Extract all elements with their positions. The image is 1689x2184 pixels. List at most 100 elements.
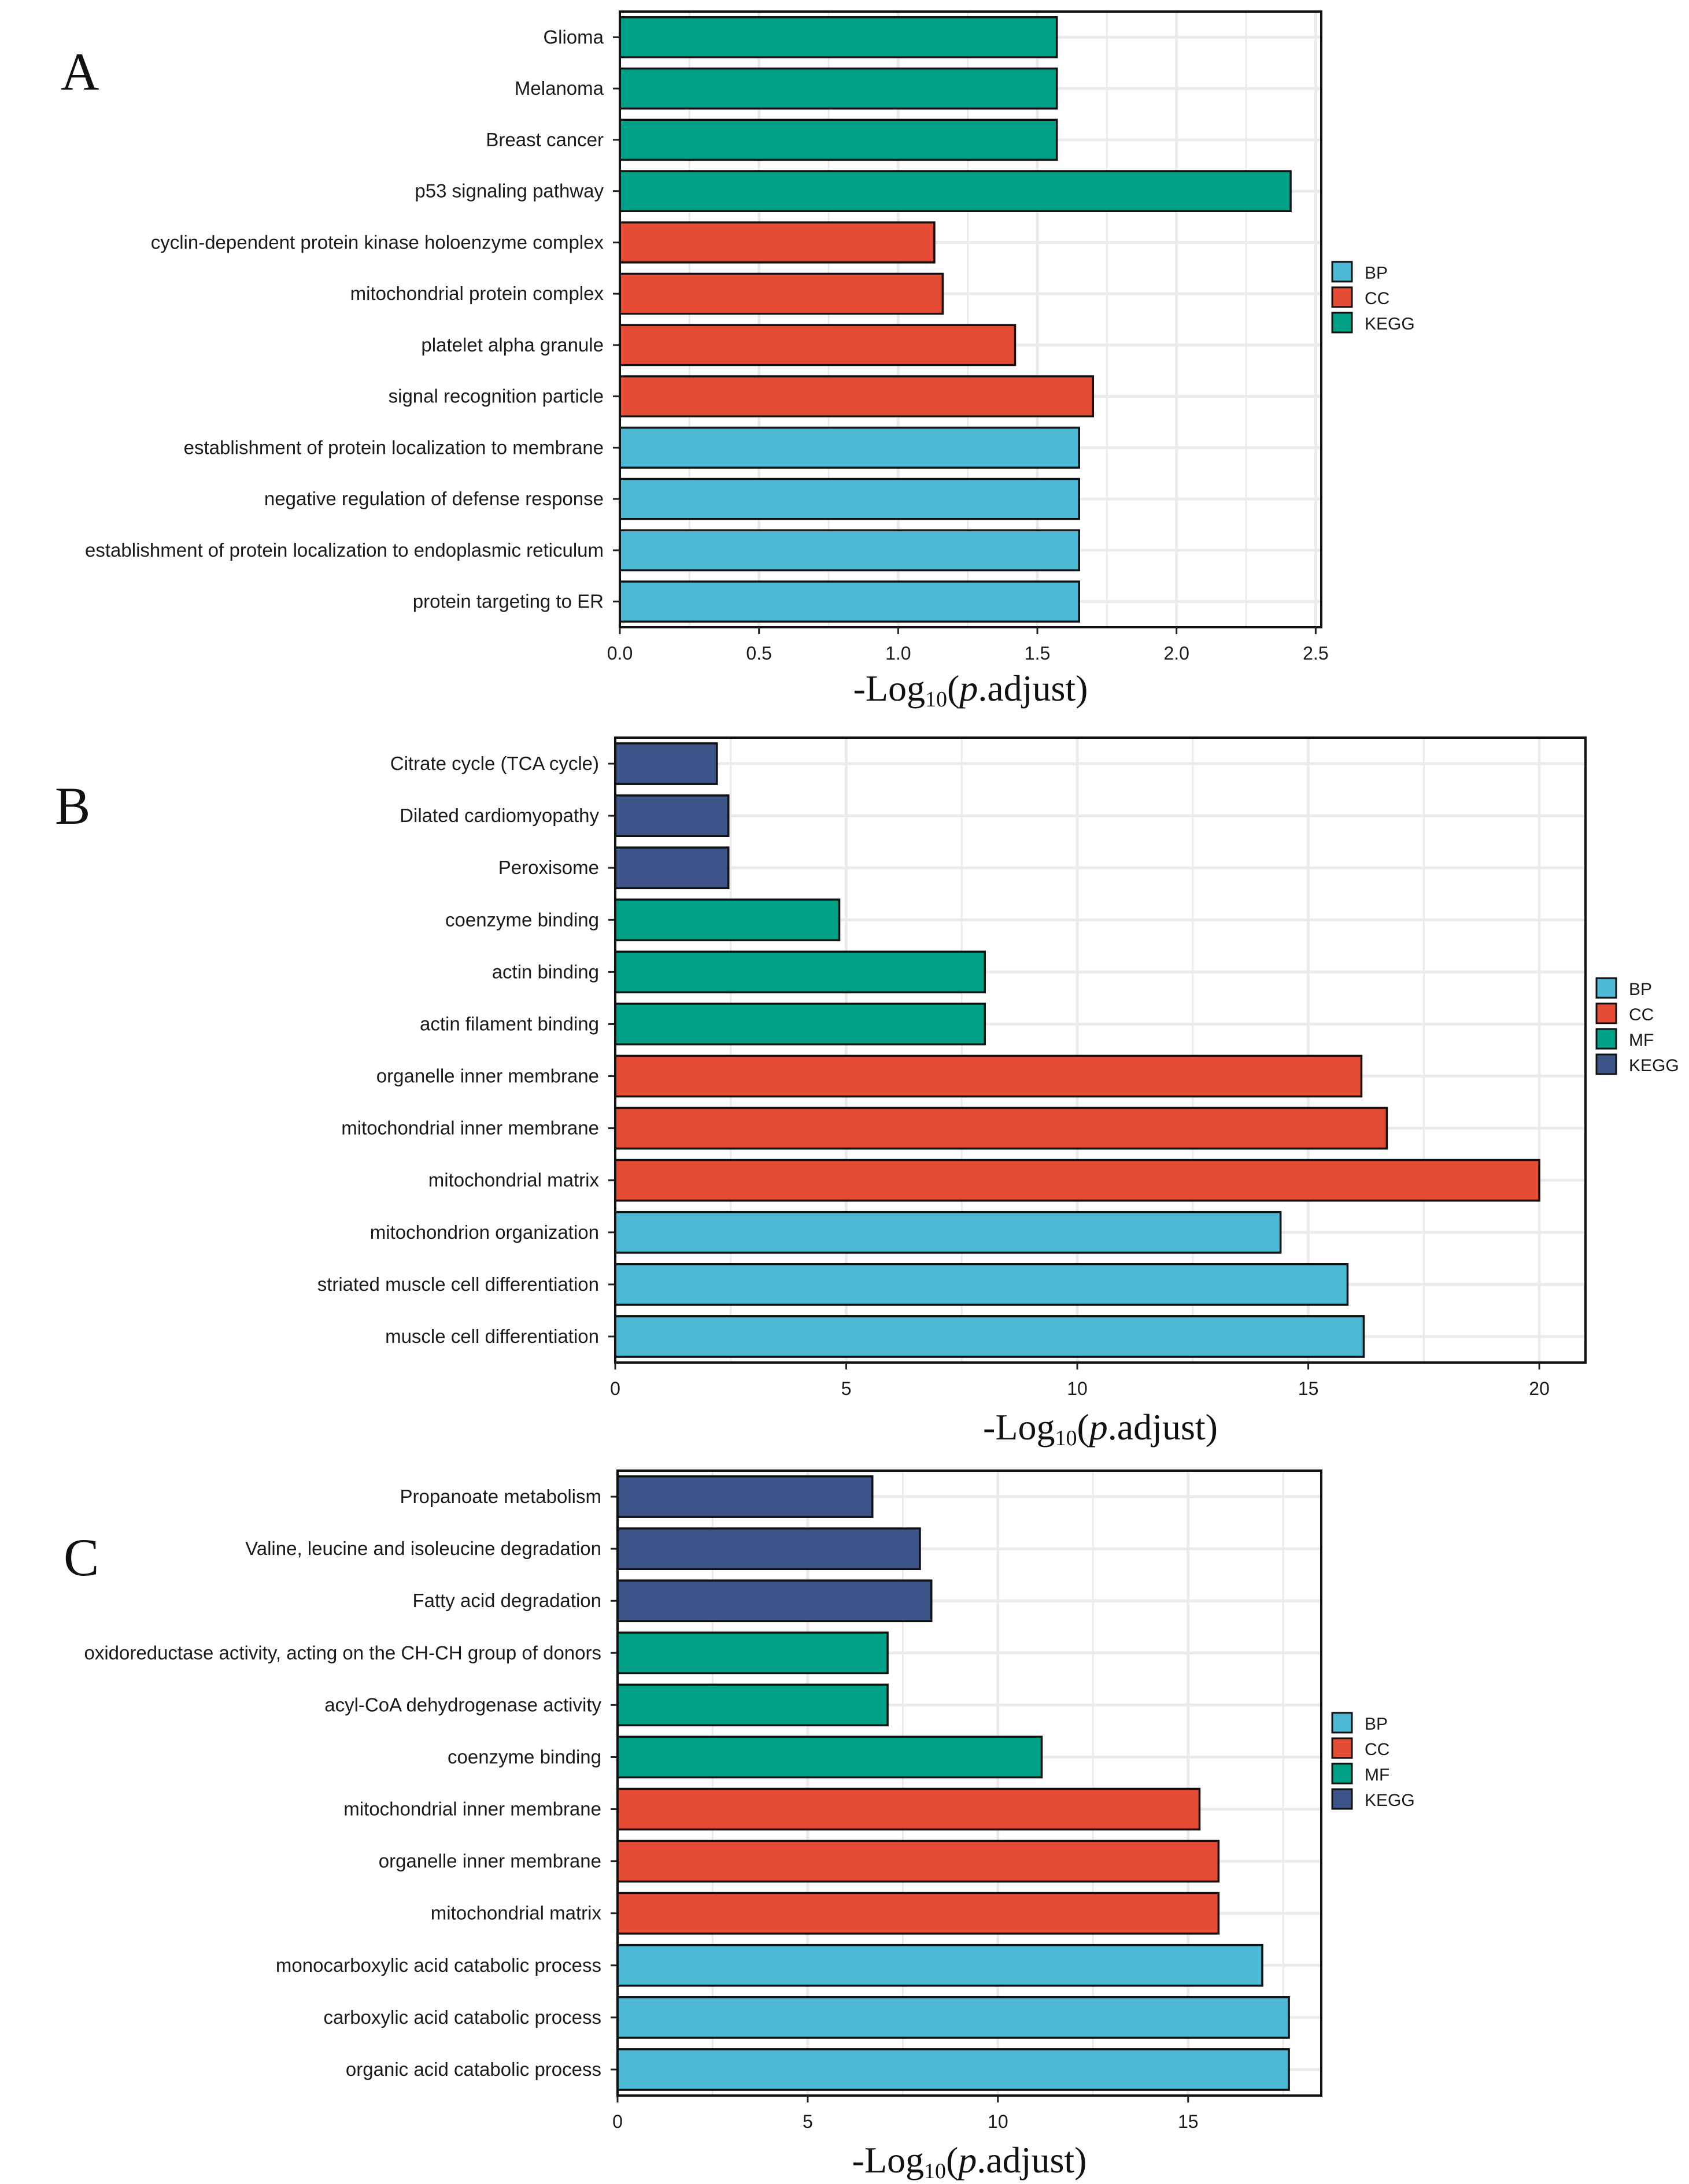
panel-a-category-label: signal recognition particle — [389, 386, 604, 407]
panel-b-category-label: mitochondrial matrix — [428, 1169, 600, 1191]
panel-b-bar-muscle-cell-differentiation — [614, 1315, 1365, 1358]
panel-b-legend-label-cc: CC — [1629, 1005, 1654, 1024]
panel-b-legend-swatch-kegg — [1595, 1053, 1617, 1075]
panel-b-category-label: Peroxisome — [498, 857, 599, 878]
x-title-italic: p — [957, 668, 978, 709]
panel-b-legend-swatch-mf — [1595, 1028, 1617, 1050]
panel-c-legend-swatch-cc — [1331, 1737, 1353, 1759]
panel-a-category-label: platelet alpha granule — [421, 334, 604, 356]
panel-c-category-label: organelle inner membrane — [379, 1850, 601, 1872]
panel-letter-a: A — [61, 42, 99, 101]
panel-a-bar-protein-targeting-to-er — [619, 580, 1080, 623]
panel-b-category-label: muscle cell differentiation — [385, 1326, 599, 1347]
x-title-italic: p — [1087, 1406, 1108, 1448]
panel-a-category-label: cyclin-dependent protein kinase holoenzy… — [151, 231, 604, 253]
panel-b-category-label: Citrate cycle (TCA cycle) — [390, 753, 599, 774]
panel-c-frame — [616, 1469, 1322, 2097]
panel-b-category-label: mitochondrial inner membrane — [341, 1117, 599, 1139]
panel-b-legend-swatch-bp — [1595, 977, 1617, 999]
panel-a-x-tick-label: 2.5 — [1303, 643, 1328, 664]
panel-c-category-label: mitochondrial inner membrane — [343, 1798, 601, 1820]
panel-a-legend-swatch-kegg — [1331, 312, 1353, 334]
x-title-rest: .adjust) — [1108, 1406, 1218, 1448]
panel-c-legend: BP CC MF KEGG — [1331, 1712, 1415, 1810]
panel-c-legend-label-mf: MF — [1365, 1765, 1389, 1785]
panel-c-category-label: Fatty acid degradation — [412, 1590, 601, 1611]
panel-a: Glioma Melanoma Breast cancer p53 signaling… — [85, 10, 1415, 712]
panel-b-bar-dilated-cardiomyopathy — [614, 794, 730, 838]
panel-b-category-label: coenzyme binding — [445, 909, 599, 930]
panel-a-legend-swatch-cc — [1331, 286, 1353, 308]
panel-c-bar-organelle-inner-membrane — [616, 1839, 1220, 1883]
panel-b-bar-mitochondrial-matrix — [614, 1158, 1540, 1202]
panel-c-bar-monocarboxylic-acid-catabolic-process — [616, 1944, 1263, 1987]
panel-a-category-label: Melanoma — [515, 77, 604, 99]
panel-a-category-label: Glioma — [543, 26, 604, 47]
panel-c-legend-swatch-kegg — [1331, 1788, 1353, 1810]
panel-a-category-label: negative regulation of defense response — [264, 488, 604, 509]
panel-b-category-label: mitochondrion organization — [370, 1221, 599, 1243]
panel-letter-b: B — [55, 776, 90, 835]
panel-a-bar-p53-signaling-pathway — [619, 170, 1292, 212]
panel-a-x-axis-title: -Log10(p.adjust) — [853, 668, 1088, 712]
panel-a-category-label: establishment of protein localization to… — [85, 539, 604, 561]
panel-letter-c: C — [64, 1528, 99, 1587]
panel-c-category-label: coenzyme binding — [448, 1746, 601, 1767]
panel-b-legend-label-bp: BP — [1629, 980, 1652, 999]
panel-a-category-label: protein targeting to ER — [413, 591, 604, 612]
x-title-subscript: 10 — [925, 687, 947, 712]
panel-c-legend-swatch-mf — [1331, 1763, 1353, 1785]
x-title-main: -Log — [853, 668, 925, 709]
panel-a-category-label: establishment of protein localization to… — [184, 436, 604, 458]
panel-a-x-tick-label: 1.0 — [885, 643, 911, 664]
x-title-paren: ( — [947, 668, 959, 709]
panel-c-legend-label-kegg: KEGG — [1365, 1791, 1415, 1810]
panel-a-x-tick-label: 0.0 — [607, 643, 633, 664]
panel-c-bar-fatty-acid-degradation — [616, 1579, 933, 1623]
panel-b-bar-coenzyme-binding — [614, 898, 841, 942]
panel-c-category-label: Valine, leucine and isoleucine degradati… — [245, 1538, 601, 1559]
panel-a-legend-label-cc: CC — [1365, 289, 1389, 308]
panel-c-x-tick-label: 15 — [1178, 2111, 1199, 2132]
panel-b-bar-actin-binding — [614, 950, 986, 994]
panel-c-bar-mitochondrial-matrix — [616, 1891, 1220, 1935]
panel-b-bar-organelle-inner-membrane — [614, 1054, 1363, 1098]
panel-c-category-label: acyl-CoA dehydrogenase activity — [324, 1694, 601, 1715]
panel-c-plot-area — [618, 1471, 1321, 2096]
panel-b-frame — [614, 736, 1587, 1364]
panel-b-x-tick-label: 0 — [610, 1378, 620, 1399]
panel-c-legend-label-bp: BP — [1365, 1715, 1388, 1734]
panel-b-legend-label-mf: MF — [1629, 1031, 1654, 1050]
x-title-paren: ( — [946, 2139, 958, 2181]
panel-a-bar-cyclin-dependent-protein-kinase-holoenzyme-complex — [619, 221, 936, 264]
panel-b-bar-peroxisome — [614, 846, 730, 890]
panel-b-category-label: actin filament binding — [420, 1013, 599, 1034]
panel-c-bar-oxidoreductase-activity-acting-on-the-ch-ch-group-of-donors — [616, 1631, 889, 1675]
panel-a-legend-items: BP CC KEGG — [1331, 261, 1415, 334]
panel-c-x-tick-label: 10 — [988, 2111, 1008, 2132]
panel-a-bar-establishment-of-protein-localization-to-membrane — [619, 427, 1080, 469]
panel-b-category-label: striated muscle cell differentiation — [317, 1274, 599, 1295]
x-title-subscript: 10 — [924, 2159, 946, 2183]
panel-a-legend-label-bp: BP — [1365, 264, 1388, 283]
x-title-subscript: 10 — [1055, 1426, 1077, 1450]
x-title-italic: p — [956, 2139, 977, 2181]
panel-c-legend-label-cc: CC — [1365, 1740, 1389, 1759]
panel-a-legend-swatch-bp — [1331, 261, 1353, 283]
panel-b-x-tick-label: 10 — [1067, 1378, 1088, 1399]
panel-b-legend-items: BP CC MF KEGG — [1595, 977, 1679, 1075]
panel-a-x-tick-label: 2.0 — [1163, 643, 1189, 664]
x-title-main: -Log — [852, 2139, 924, 2181]
panel-c-bar-valine-leucine-and-isoleucine-degradation — [616, 1527, 921, 1571]
panel-a-bar-melanoma — [619, 67, 1058, 110]
panel-a-x-tick-label: 0.5 — [746, 643, 771, 664]
panel-c-category-label: carboxylic acid catabolic process — [323, 2007, 601, 2028]
panel-a-bar-breast-cancer — [619, 119, 1058, 161]
panel-c-category-label: monocarboxylic acid catabolic process — [276, 1955, 601, 1976]
x-title-paren: ( — [1077, 1406, 1089, 1448]
panel-c-x-tick-label: 5 — [803, 2111, 813, 2132]
panel-b-bar-citrate-cycle-tca-cycle — [614, 742, 718, 785]
panel-a-bar-negative-regulation-of-defense-response — [619, 477, 1080, 520]
panel-b-bar-mitochondrial-inner-membrane — [614, 1106, 1388, 1150]
